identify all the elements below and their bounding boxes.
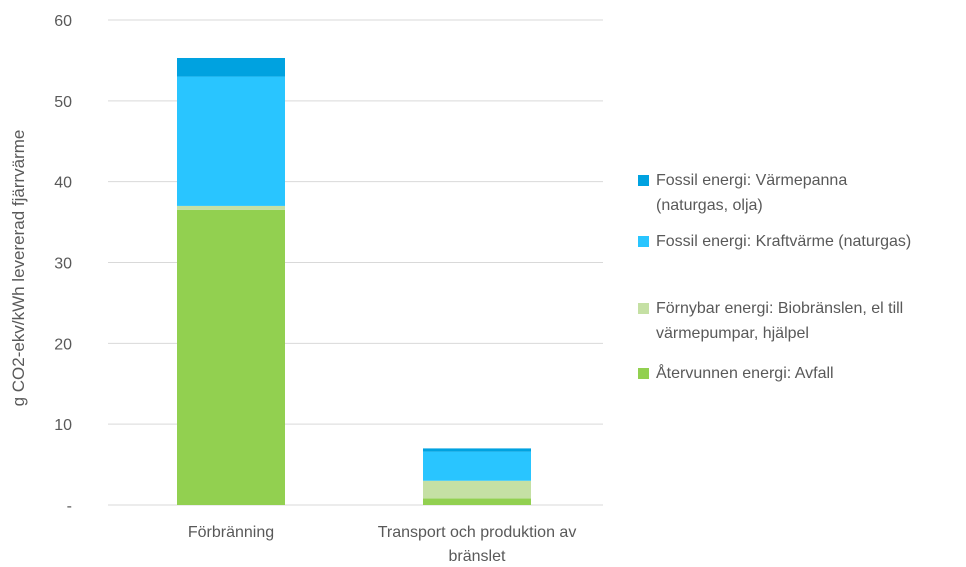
legend-swatch xyxy=(638,303,649,314)
y-axis-label: g CO2-ekv/kWh levererad fjärrvärme xyxy=(9,130,28,407)
x-category-label: Transport och produktion av xyxy=(378,524,577,541)
x-axis-categories: Förbränning Transport och produktion av br… xyxy=(188,524,576,565)
legend-label: Fossil energi: Kraftvärme (naturgas) xyxy=(656,233,911,250)
legend-label: Återvunnen energi: Avfall xyxy=(656,363,834,382)
legend: Fossil energi: Värmepanna (naturgas, olja… xyxy=(638,172,911,382)
bar-segment xyxy=(177,76,285,206)
y-tick-label: 30 xyxy=(54,256,72,273)
legend-label: Fossil energi: Värmepanna xyxy=(656,172,847,189)
legend-label: (naturgas, olja) xyxy=(656,197,763,214)
bar-segment xyxy=(177,209,285,506)
bars xyxy=(177,57,531,506)
y-tick-label: 50 xyxy=(54,94,72,111)
legend-swatch xyxy=(638,175,649,186)
bar-segment xyxy=(177,57,285,77)
x-category-label: Förbränning xyxy=(188,524,274,541)
y-tick-label: 60 xyxy=(54,13,72,30)
y-tick-label: 10 xyxy=(54,417,72,434)
y-axis-ticks: - 10 20 30 40 50 60 xyxy=(54,13,72,515)
legend-swatch xyxy=(638,236,649,247)
bar-segment xyxy=(177,205,285,210)
legend-swatch xyxy=(638,368,649,379)
bar-segment xyxy=(423,448,531,452)
y-tick-label: - xyxy=(67,498,72,515)
legend-label: värmepumpar, hjälpel xyxy=(656,325,809,342)
bar-segment xyxy=(423,451,531,481)
legend-label: Förnybar energi: Biobränslen, el till xyxy=(656,300,903,317)
x-category-label: bränslet xyxy=(449,548,506,565)
bar-segment xyxy=(423,498,531,505)
bar-segment xyxy=(423,480,531,499)
y-tick-label: 40 xyxy=(54,175,72,192)
y-tick-label: 20 xyxy=(54,336,72,353)
